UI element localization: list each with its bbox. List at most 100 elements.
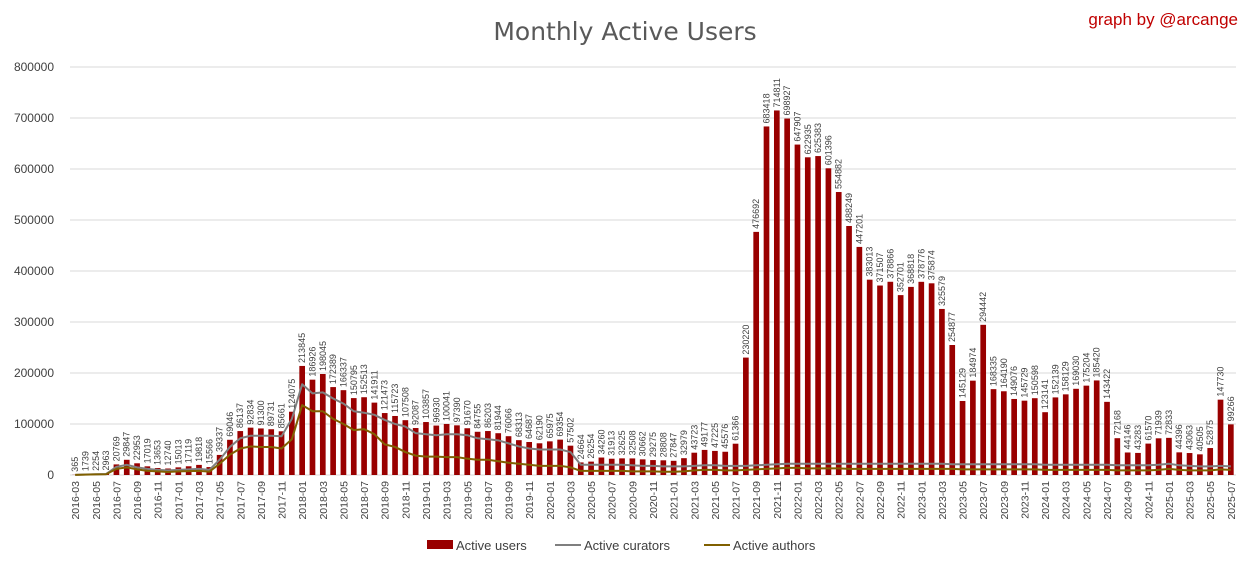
bar-2018-07 [361, 397, 367, 475]
data-label-2025-04: 40505 [1195, 426, 1205, 451]
line-active-authors [75, 404, 1231, 476]
bar-2020-04 [577, 462, 584, 475]
bar-2017-10 [268, 429, 275, 475]
y-tick-label-0: 0 [47, 468, 54, 482]
bar-2018-02 [309, 379, 316, 475]
x-tick-label-2020-07: 2020-07 [607, 481, 619, 520]
bar-2023-02 [928, 283, 935, 475]
x-tick-label-2021-01: 2021-01 [669, 481, 681, 520]
x-tick-label-2022-05: 2022-05 [834, 481, 846, 520]
bar-2022-08 [866, 279, 873, 475]
bar-2022-01 [794, 144, 801, 475]
y-tick-label-400000: 400000 [14, 264, 54, 278]
bar-2023-07 [980, 324, 987, 475]
data-label-2019-06: 84755 [473, 404, 483, 429]
data-label-2017-08: 92834 [246, 400, 256, 425]
data-labels: 365 1739 2254 2963 20769 29847 22953 17019 13653… [70, 78, 1236, 472]
data-label-2017-03: 19818 [194, 437, 204, 462]
x-tick-label-2020-11: 2020-11 [648, 481, 660, 519]
bar-2018-04 [330, 387, 336, 475]
x-tick-label-2024-01: 2024-01 [1040, 481, 1052, 520]
bar-2021-09 [753, 231, 760, 475]
data-label-2016-10: 17019 [142, 438, 152, 463]
bar-2020-10 [639, 459, 646, 475]
x-tick-label-2018-05: 2018-05 [338, 481, 350, 520]
y-tick-label-700000: 700000 [14, 111, 54, 125]
bar-2018-10 [392, 415, 398, 475]
bar-2018-08 [371, 402, 378, 475]
x-tick-label-2020-05: 2020-05 [586, 481, 598, 520]
bar-2024-04 [1073, 388, 1079, 475]
data-label-2022-05: 554882 [834, 159, 844, 189]
data-label-2020-04: 24664 [576, 434, 586, 459]
gridlines [70, 66, 1236, 476]
data-label-2017-06: 69046 [225, 412, 235, 437]
bar-2021-11 [773, 110, 780, 476]
data-label-2024-08: 72168 [1112, 410, 1122, 435]
x-tick-label-2022-07: 2022-07 [854, 481, 866, 520]
bar-2023-01 [918, 281, 925, 475]
bar-2018-05 [340, 390, 347, 475]
data-label-2023-02: 375874 [927, 250, 937, 280]
bar-2023-09 [1000, 391, 1007, 475]
data-label-2024-05: 175204 [1081, 353, 1091, 383]
bar-2025-02 [1176, 452, 1183, 475]
data-label-2021-09: 476692 [751, 199, 761, 229]
x-tick-label-2022-11: 2022-11 [896, 481, 908, 519]
bar-2022-09 [877, 285, 883, 475]
x-tick-label-2025-03: 2025-03 [1185, 481, 1197, 520]
x-tick-label-2022-09: 2022-09 [875, 481, 887, 520]
bar-2019-12 [536, 443, 543, 475]
bar-2020-02 [557, 439, 563, 475]
bar-2021-04 [701, 449, 708, 475]
data-label-2016-12: 12740 [163, 440, 173, 465]
x-tick-label-2024-05: 2024-05 [1081, 481, 1093, 520]
x-tick-label-2021-09: 2021-09 [751, 481, 763, 520]
data-label-2021-01: 27847 [669, 433, 679, 458]
data-label-2022-08: 383013 [865, 247, 875, 277]
data-label-2020-08: 32625 [617, 430, 627, 455]
bar-2020-03 [567, 445, 574, 475]
x-tick-label-2018-01: 2018-01 [297, 481, 309, 520]
data-label-2018-02: 186926 [307, 347, 317, 377]
data-label-2024-11: 61570 [1143, 416, 1153, 441]
data-label-2025-02: 44396 [1174, 424, 1184, 449]
data-label-2022-07: 447201 [854, 214, 864, 244]
data-label-2019-07: 86203 [483, 403, 493, 428]
data-label-2021-04: 49177 [700, 422, 710, 447]
data-label-2024-10: 43283 [1133, 425, 1143, 450]
data-label-2022-03: 625383 [813, 123, 823, 153]
data-label-2024-02: 152139 [1050, 364, 1060, 394]
x-tick-label-2016-05: 2016-05 [91, 481, 103, 520]
bar-2022-12 [908, 286, 914, 475]
data-label-2016-04: 1739 [80, 451, 90, 471]
data-label-2023-07: 294442 [978, 292, 988, 322]
data-label-2022-09: 371507 [875, 252, 885, 282]
data-label-2023-10: 149076 [1009, 366, 1019, 396]
data-label-2017-02: 17119 [184, 439, 194, 463]
data-label-2021-02: 32979 [679, 430, 689, 455]
data-label-2023-08: 168335 [989, 356, 999, 386]
data-label-2023-09: 164190 [999, 358, 1009, 388]
x-tick-label-2025-05: 2025-05 [1205, 481, 1217, 520]
y-tick-label-100000: 100000 [14, 417, 54, 431]
x-tick-label-2020-03: 2020-03 [565, 481, 577, 520]
bar-2021-05 [712, 450, 718, 475]
y-tick-label-600000: 600000 [14, 162, 54, 176]
bar-2025-05 [1207, 448, 1214, 475]
data-label-2025-07: 99266 [1226, 396, 1236, 421]
x-tick-label-2019-05: 2019-05 [462, 481, 474, 520]
data-label-2023-11: 145729 [1019, 368, 1029, 398]
bar-2022-02 [804, 157, 811, 475]
x-tick-label-2019-11: 2019-11 [524, 481, 536, 519]
data-label-2018-01: 213845 [297, 333, 307, 363]
bar-2023-06 [970, 380, 976, 475]
bar-2017-07 [237, 431, 244, 475]
bar-2020-05 [588, 461, 594, 475]
data-label-2023-12: 150598 [1030, 365, 1040, 395]
bar-2017-08 [247, 427, 254, 475]
data-label-2022-10: 378866 [885, 249, 895, 279]
data-label-2018-07: 152513 [359, 364, 369, 394]
bar-2022-04 [825, 168, 832, 476]
bar-2022-07 [856, 246, 863, 475]
